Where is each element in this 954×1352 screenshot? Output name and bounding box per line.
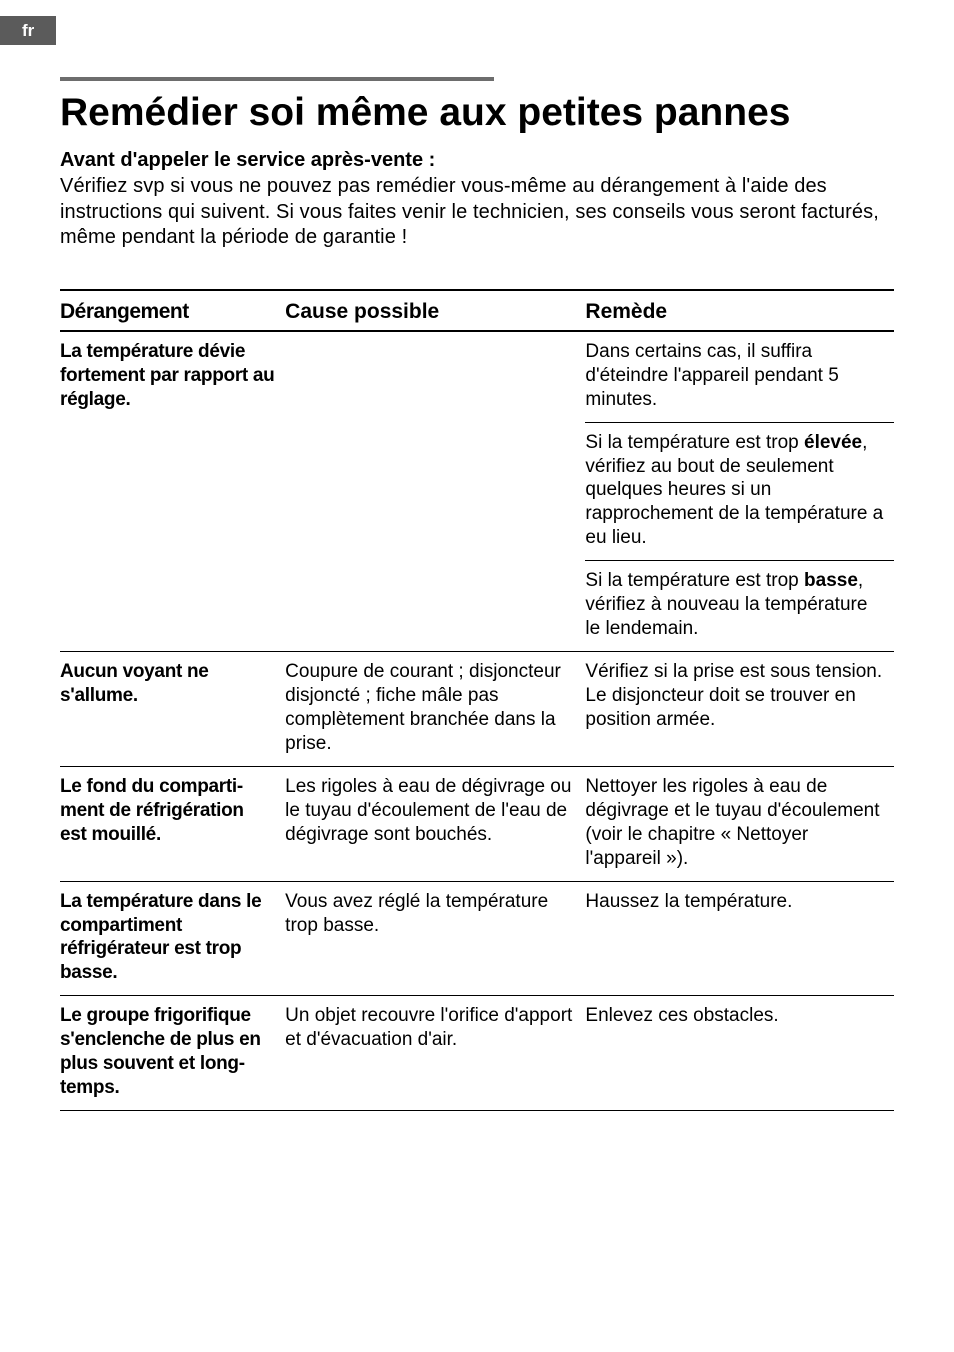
cell-cause: Un objet recouvre l'orifice d'apport et … (285, 996, 585, 1111)
cell-derangement: Aucun voyant ne s'allume. (60, 652, 285, 767)
title-rule (60, 77, 494, 81)
table-row: La température dans le compartiment réfr… (60, 881, 894, 996)
cell-remede: Dans certains cas, il suffira d'éteindre… (585, 331, 894, 422)
cell-remede: Vérifiez si la prise est sous tension. L… (585, 652, 894, 767)
cell-derangement: Le fond du comparti­ment de réfrigératio… (60, 766, 285, 881)
cell-remede: Haussez la température. (585, 881, 894, 996)
text-bold: élevée (804, 432, 862, 453)
page-title: Remédier soi même aux petites pannes (60, 91, 894, 135)
language-badge: fr (0, 16, 56, 45)
cell-remede: Enlevez ces obstacles. (585, 996, 894, 1111)
cell-derangement: Le groupe frigorifique s'enclenche de pl… (60, 996, 285, 1111)
page: fr Remédier soi même aux petites pannes … (0, 0, 954, 1171)
table-row: Le fond du comparti­ment de réfrigératio… (60, 766, 894, 881)
cell-remede: Nettoyer les rigoles à eau de dégivrage … (585, 766, 894, 881)
cell-derangement: La température dévie fortement par rappo… (60, 331, 285, 652)
text-prefix: Si la température est trop (585, 570, 804, 591)
table-header-row: Dérangement Cause possible Remède (60, 290, 894, 331)
table-row: La température dévie fortement par rappo… (60, 331, 894, 422)
th-remede: Remède (585, 290, 894, 331)
intro-subheading: Avant d'appeler le service après-vente : (60, 149, 894, 172)
text-bold: basse (804, 570, 858, 591)
th-derangement: Dérangement (60, 290, 285, 331)
header-bar-wrap: fr (60, 0, 894, 69)
cell-remede: Si la température est trop élevée, vérif… (585, 422, 894, 561)
table-row: Le groupe frigorifique s'enclenche de pl… (60, 996, 894, 1111)
cell-cause: Vous avez réglé la température trop bass… (285, 881, 585, 996)
cell-derangement: La température dans le compartiment réfr… (60, 881, 285, 996)
cell-cause (285, 331, 585, 652)
title-rule-wrap (60, 69, 894, 81)
th-cause: Cause possible (285, 290, 585, 331)
cell-remede: Si la température est trop basse, vérifi… (585, 561, 894, 652)
text-prefix: Si la température est trop (585, 432, 804, 453)
intro-paragraph: Vérifiez svp si vous ne pouvez pas reméd… (60, 174, 894, 251)
table-row: Aucun voyant ne s'allume. Coupure de cou… (60, 652, 894, 767)
cell-cause: Les rigoles à eau de dégivrage ou le tuy… (285, 766, 585, 881)
troubleshooting-table: Dérangement Cause possible Remède La tem… (60, 289, 894, 1111)
cell-cause: Coupure de courant ; disjoncteur disjonc… (285, 652, 585, 767)
